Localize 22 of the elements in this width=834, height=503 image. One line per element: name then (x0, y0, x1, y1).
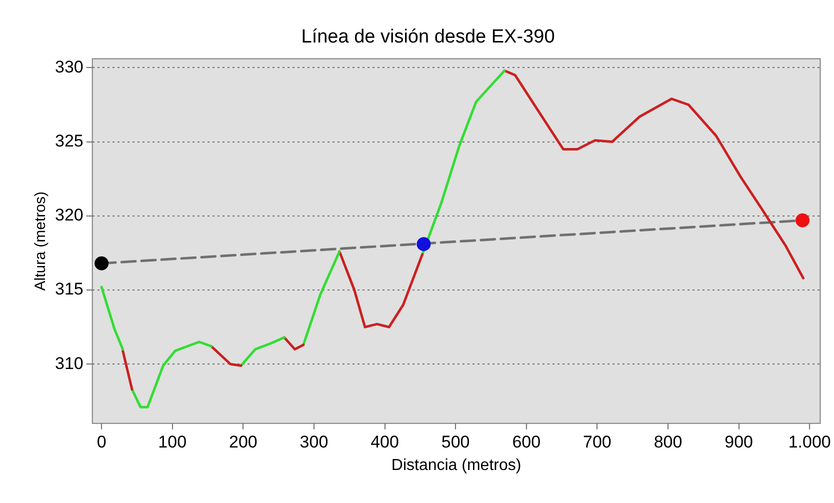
point (416, 237, 431, 252)
point (796, 213, 810, 228)
x-axis-title: Distancia (metros) (391, 456, 522, 474)
x-tick-label: 500 (441, 432, 470, 452)
x-tick-label: 400 (370, 432, 399, 452)
x-tick-label: 0 (96, 432, 106, 452)
y-tick-label: 310 (54, 354, 84, 373)
y-tick-label: 330 (54, 57, 84, 76)
y-tick-label: 320 (54, 206, 84, 225)
point (94, 256, 109, 270)
x-tick-label: 300 (300, 432, 328, 452)
x-tick-label: 700 (583, 432, 612, 452)
x-tick-label: 600 (512, 432, 541, 452)
x-tick-label: 900 (724, 432, 753, 452)
y-tick-label: 325 (54, 131, 84, 150)
x-tick-label: 100 (158, 432, 187, 452)
y-tick-label: 315 (54, 280, 84, 299)
y-axis-title: Altura (metros) (32, 192, 50, 291)
x-tick-label: 200 (228, 432, 258, 452)
x-tick-label: 800 (654, 432, 682, 452)
x-tick-label: 1.000 (788, 432, 831, 452)
chart-title: Línea de visión desde EX-390 (301, 26, 555, 48)
